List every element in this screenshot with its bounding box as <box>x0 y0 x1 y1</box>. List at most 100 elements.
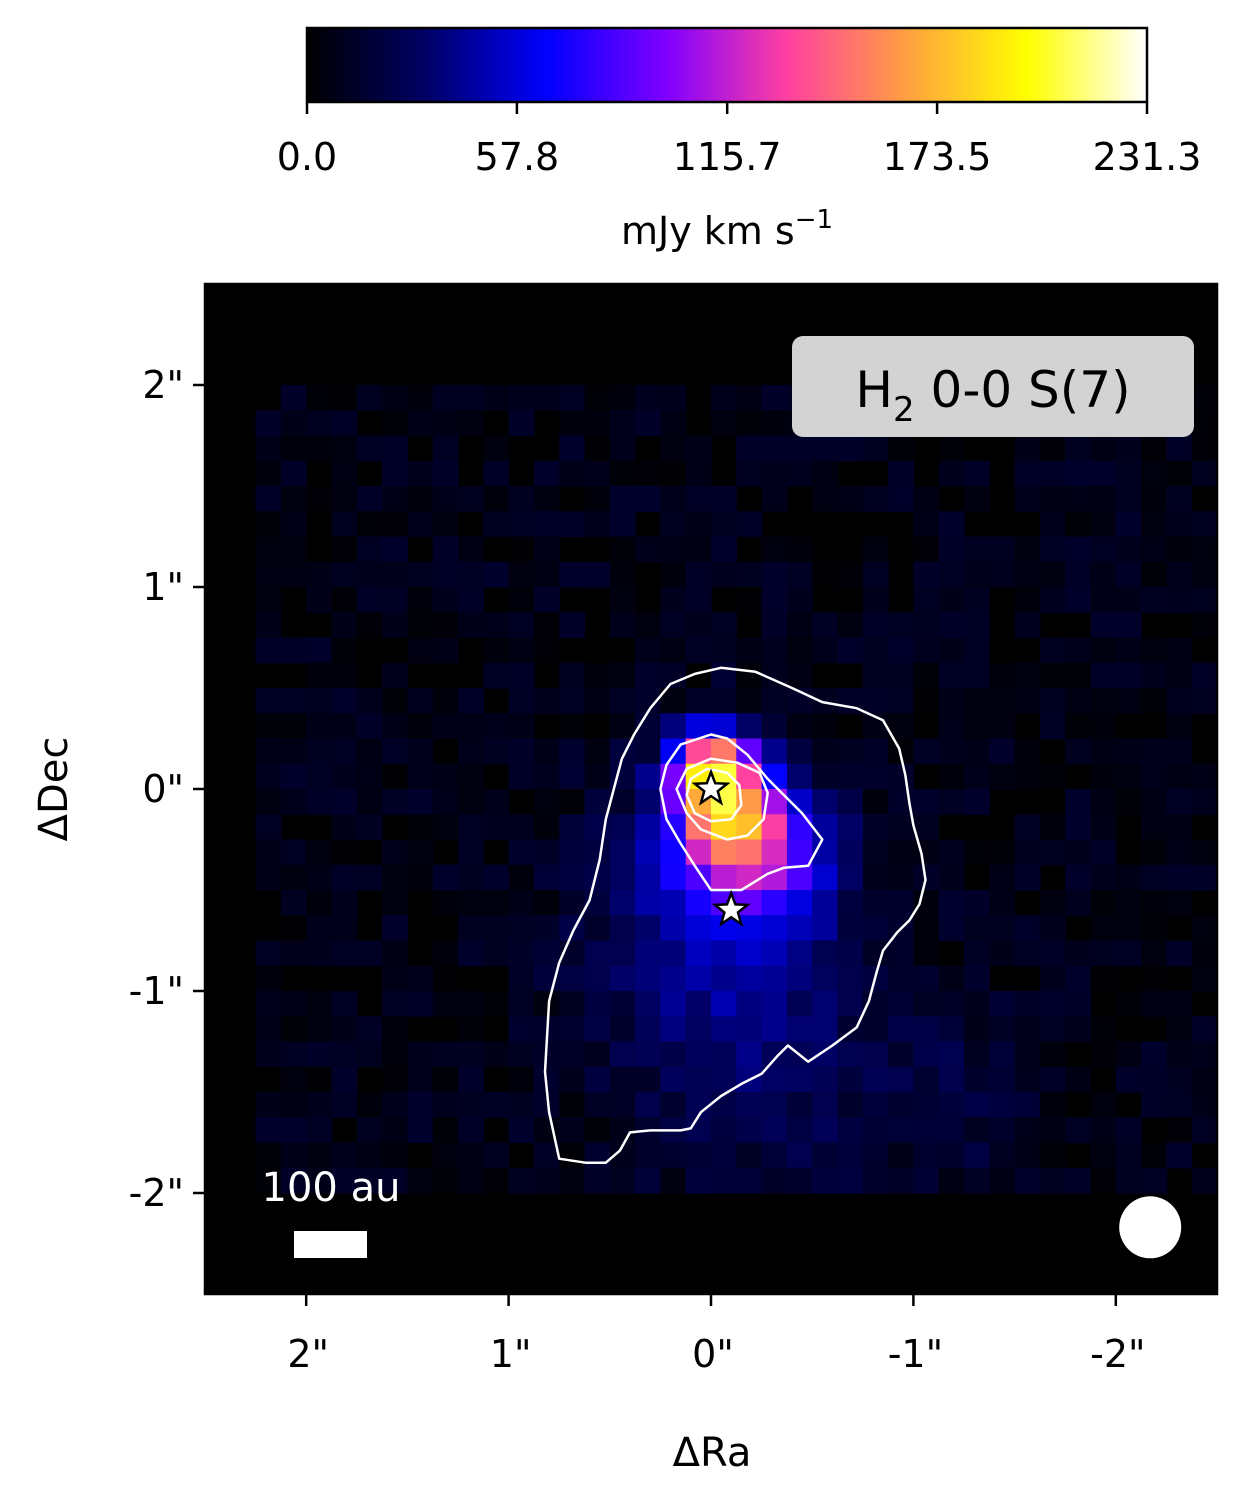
heatmap-pixel <box>609 662 636 689</box>
heatmap-pixel <box>407 1167 434 1194</box>
heatmap-pixel <box>862 789 889 815</box>
heatmap-pixel <box>1166 688 1193 714</box>
heatmap-pixel <box>736 738 763 765</box>
heatmap-pixel <box>280 890 307 916</box>
heatmap-pixel <box>1039 561 1066 588</box>
heatmap-pixel <box>888 1092 914 1118</box>
heatmap-pixel <box>736 561 763 588</box>
heatmap-pixel <box>761 1117 788 1144</box>
heatmap-pixel <box>888 1142 914 1169</box>
heatmap-pixel <box>407 814 434 841</box>
heatmap-pixel <box>1039 1117 1066 1144</box>
heatmap-pixel <box>609 940 636 967</box>
heatmap-pixel <box>888 763 914 790</box>
heatmap-pixel <box>255 435 282 462</box>
heatmap-pixel <box>407 991 434 1017</box>
heatmap-pixel <box>508 561 535 588</box>
heatmap-pixel <box>964 460 990 487</box>
heatmap-pixel <box>685 1142 712 1169</box>
scale-bar-line <box>294 1231 367 1258</box>
heatmap-pixel <box>837 1142 864 1169</box>
heatmap-pixel <box>280 385 307 411</box>
heatmap-pixel <box>1014 763 1041 790</box>
heatmap-pixel <box>533 1167 560 1194</box>
heatmap-pixel <box>812 738 839 765</box>
heatmap-pixel <box>786 965 813 992</box>
heatmap-pixel <box>584 1142 611 1169</box>
heatmap-pixel <box>280 1016 307 1043</box>
heatmap-pixel <box>635 410 661 437</box>
heatmap-pixel <box>356 1142 383 1169</box>
heatmap-pixel <box>356 612 383 639</box>
heatmap-pixel <box>1166 1092 1193 1118</box>
heatmap-pixel <box>356 1167 383 1194</box>
heatmap-pixel <box>407 511 434 538</box>
heatmap-pixel <box>964 991 990 1017</box>
heatmap-pixel <box>331 940 358 967</box>
heatmap-pixel <box>508 1016 535 1043</box>
heatmap-pixel <box>1141 864 1167 891</box>
heatmap-pixel <box>786 1142 813 1169</box>
heatmap-pixel <box>1039 486 1066 512</box>
heatmap-pixel <box>331 1092 358 1118</box>
heatmap-pixel <box>812 940 839 967</box>
heatmap-pixel <box>938 511 965 538</box>
heatmap-pixel <box>306 1092 333 1118</box>
heatmap-pixel <box>938 435 965 462</box>
heatmap-pixel <box>1039 1016 1066 1043</box>
heatmap-pixel <box>508 1066 535 1093</box>
heatmap-pixel <box>458 385 484 411</box>
heatmap-pixel <box>280 435 307 462</box>
heatmap-pixel <box>584 561 611 588</box>
heatmap-pixel <box>761 713 788 740</box>
heatmap-pixel <box>938 1167 965 1194</box>
heatmap-pixel <box>1115 890 1142 916</box>
heatmap-pixel <box>382 460 408 487</box>
heatmap-pixel <box>711 1117 737 1144</box>
heatmap-pixel <box>559 1167 586 1194</box>
heatmap-pixel <box>1014 486 1041 512</box>
heatmap-pixel <box>812 1016 839 1043</box>
heatmap-pixel <box>1115 991 1142 1017</box>
heatmap-pixel <box>407 1092 434 1118</box>
heatmap-pixel <box>1166 511 1193 538</box>
heatmap-pixel <box>635 814 661 841</box>
heatmap-pixel <box>964 1066 990 1093</box>
heatmap-pixel <box>1039 965 1066 992</box>
heatmap-pixel <box>432 789 459 815</box>
heatmap-pixel <box>812 561 839 588</box>
heatmap-pixel <box>432 890 459 916</box>
heatmap-pixel <box>635 890 661 916</box>
heatmap-pixel <box>407 1117 434 1144</box>
heatmap-pixel <box>736 1092 763 1118</box>
heatmap-pixel <box>1115 1117 1142 1144</box>
heatmap-pixel <box>1141 486 1167 512</box>
heatmap-pixel <box>1065 1066 1092 1093</box>
heatmap-pixel <box>786 738 813 765</box>
heatmap-pixel <box>913 1142 940 1169</box>
heatmap-pixel <box>255 713 282 740</box>
heatmap-pixel <box>964 940 990 967</box>
heatmap-pixel <box>989 1041 1016 1068</box>
heatmap-pixel <box>559 991 586 1017</box>
heatmap-pixel <box>508 940 535 967</box>
heatmap-pixel <box>837 864 864 891</box>
heatmap-pixel <box>306 1066 333 1093</box>
heatmap-pixel <box>508 763 535 790</box>
heatmap-pixel <box>685 839 712 866</box>
heatmap-pixel <box>1065 511 1092 538</box>
heatmap-pixel <box>331 385 358 411</box>
heatmap-pixel <box>584 435 611 462</box>
heatmap-pixel <box>685 1066 712 1093</box>
heatmap-pixel <box>584 460 611 487</box>
heatmap-pixel <box>280 1142 307 1169</box>
heatmap-pixel <box>255 1167 282 1194</box>
heatmap-pixel <box>584 1117 611 1144</box>
heatmap-pixel <box>1039 991 1066 1017</box>
heatmap-pixel <box>938 965 965 992</box>
heatmap-pixel <box>685 1041 712 1068</box>
heatmap-pixel <box>1191 839 1217 866</box>
heatmap-pixel <box>458 839 484 866</box>
heatmap-pixel <box>1191 410 1217 437</box>
heatmap-pixel <box>559 511 586 538</box>
